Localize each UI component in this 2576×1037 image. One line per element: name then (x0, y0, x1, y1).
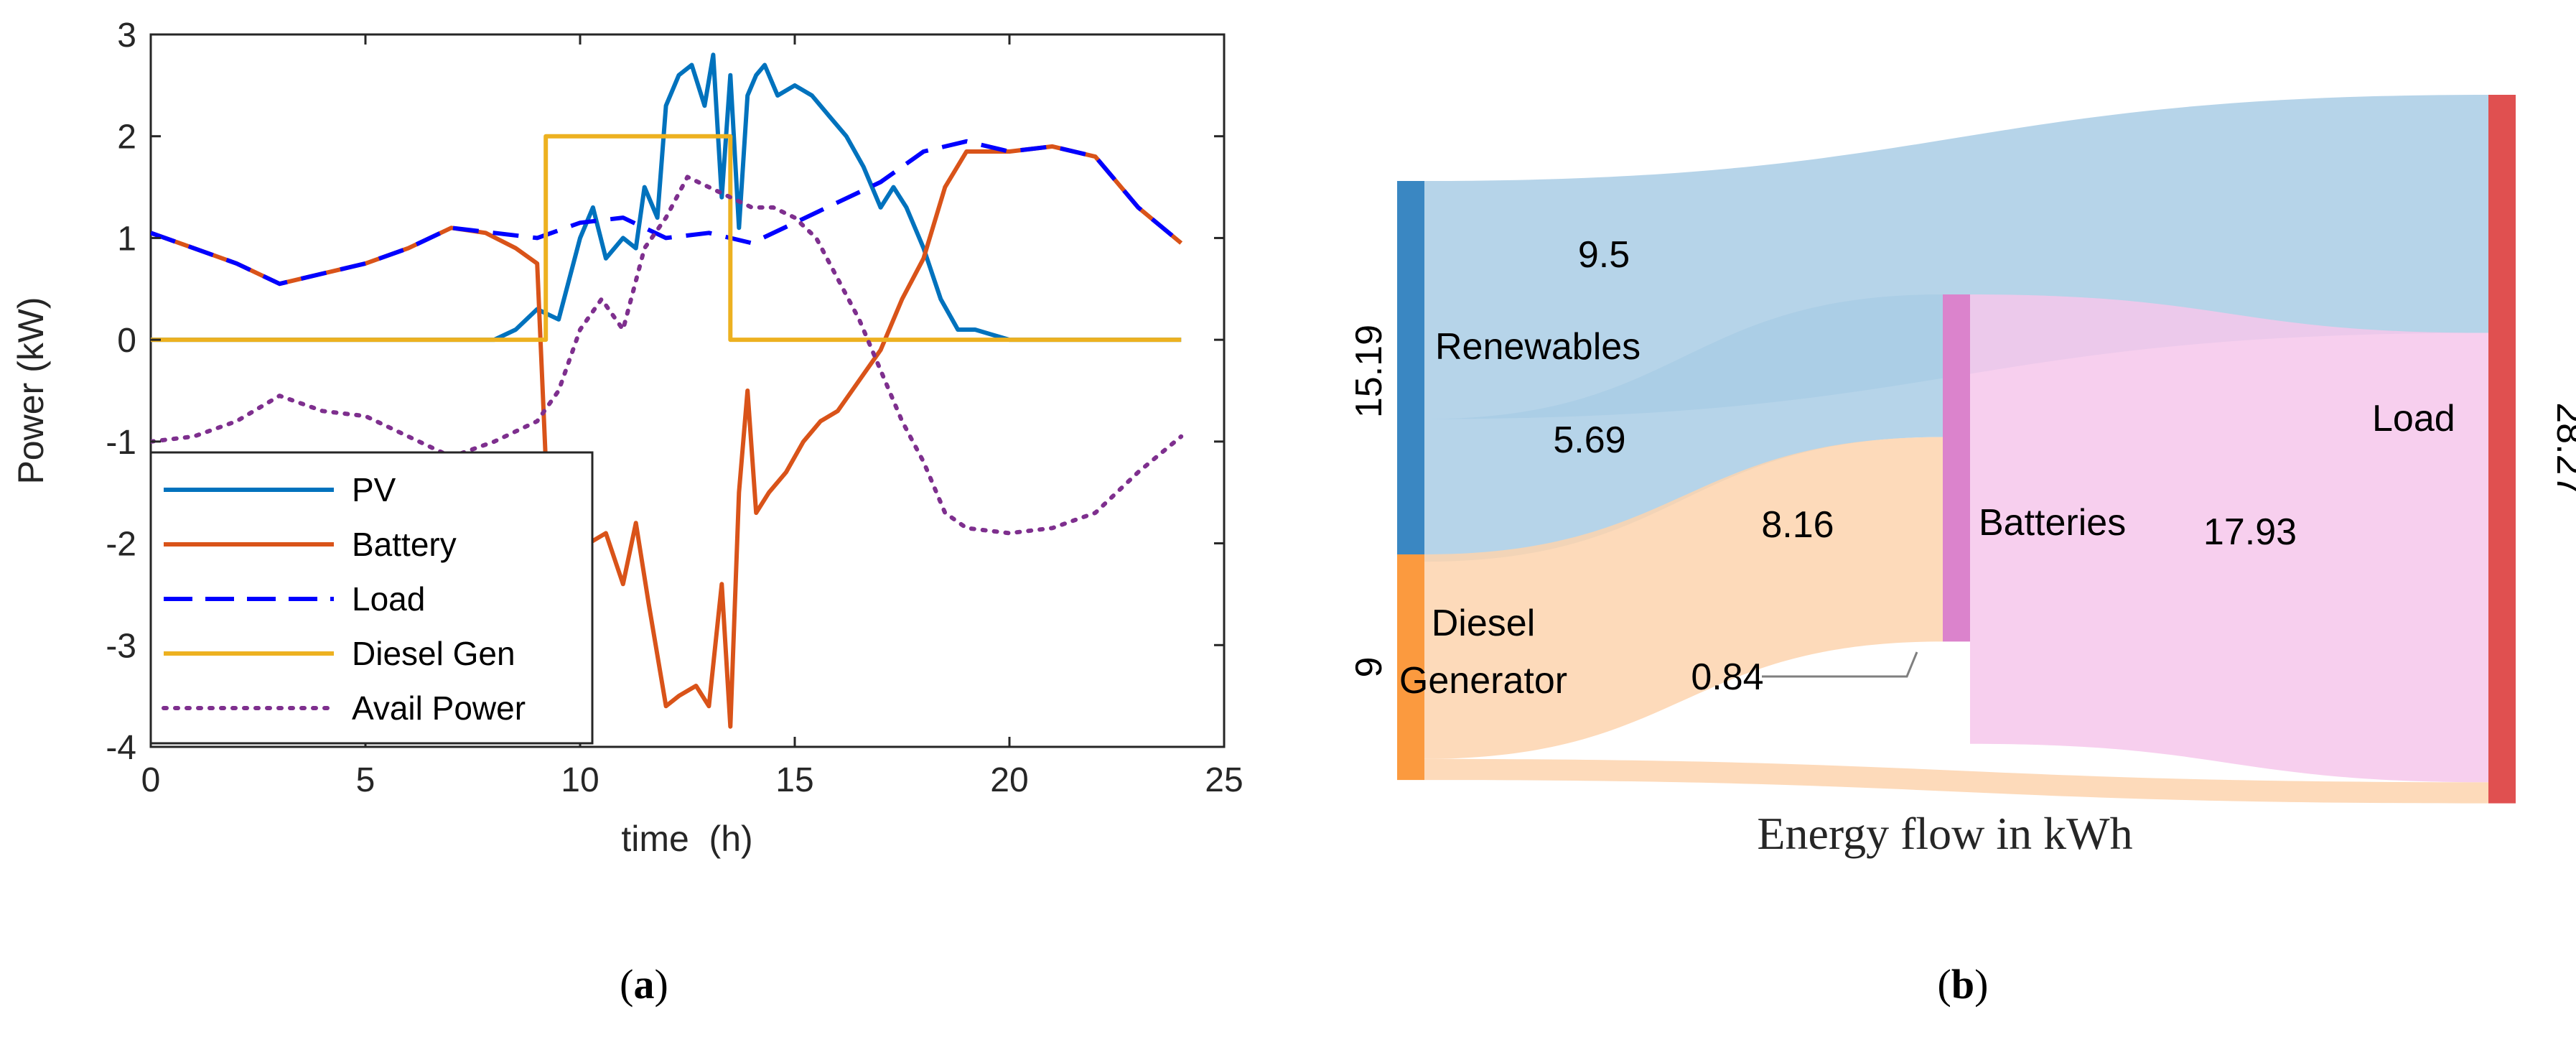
node-value-label: 9 (1348, 657, 1390, 678)
link-value-label: 0.84 (1691, 656, 1763, 698)
legend-entry: Diesel Gen (352, 635, 515, 672)
y-tick-label: -3 (106, 627, 136, 665)
sankey-node-load (2488, 95, 2516, 804)
node-label: Generator (1399, 660, 1567, 702)
sankey-labels: Renewables Diesel Generator Batteries Load 15… (1348, 234, 2576, 702)
node-value-label: 28.27 (2549, 402, 2576, 496)
sankey-diagram: Renewables Diesel Generator Batteries Load 15… (1348, 95, 2576, 1008)
legend-entry: Avail Power (352, 689, 526, 727)
sankey-links (1424, 95, 2488, 804)
node-label: Batteries (1979, 502, 2126, 544)
series-line (151, 139, 1183, 287)
x-axis-label: time (h) (621, 819, 752, 859)
legend-entry: Load (352, 580, 425, 618)
link-value-label: 17.93 (2203, 511, 2297, 553)
y-tick-label: -2 (106, 526, 136, 564)
y-axis-label: Power (kW) (11, 297, 51, 484)
sankey-node-batteries (1943, 294, 1970, 642)
y-tick-label: -4 (106, 729, 136, 767)
series-line (151, 52, 1182, 343)
y-tick-label: 2 (117, 118, 136, 157)
node-label: Renewables (1435, 326, 1641, 368)
node-value-label: 15.19 (1348, 325, 1390, 418)
y-tick-label: 1 (117, 220, 136, 258)
link-value-label: 9.5 (1578, 234, 1630, 276)
x-tick-label: 20 (990, 761, 1028, 799)
line-chart: 0 5 10 15 20 25 -4 -3 -2 -1 0 1 2 3 Power (kW) time (… (11, 17, 1243, 1008)
y-tick-label: 3 (117, 17, 136, 55)
sankey-link (1424, 294, 1943, 562)
x-tick-label: 15 (775, 761, 813, 799)
node-label: Load (2372, 398, 2455, 440)
link-value-label: 5.69 (1553, 419, 1625, 461)
x-tick-label: 10 (561, 761, 599, 799)
y-tick-label: -1 (106, 424, 136, 462)
node-label: Diesel (1432, 603, 1536, 644)
legend-entry: PV (352, 471, 396, 508)
sankey-node-diesel (1397, 554, 1424, 781)
panel-label-a: (a) (620, 961, 668, 1008)
sankey-link (1424, 437, 1943, 759)
leader-line (1762, 651, 1918, 678)
sankey-node-renewables (1397, 181, 1424, 562)
legend: PV Battery Load Diesel Gen Avail Power (149, 451, 594, 745)
x-tick-label: 5 (356, 761, 375, 799)
y-tick-label: 0 (117, 322, 136, 360)
sankey-nodes (1397, 95, 2516, 804)
sankey-link (1970, 294, 2488, 783)
series-line (151, 175, 1184, 536)
x-tick-label: 0 (141, 761, 161, 799)
link-value-label: 8.16 (1761, 504, 1834, 546)
legend-entry: Battery (352, 526, 457, 563)
sankey-link (1424, 758, 2488, 804)
x-axis-label: Energy flow in kWh (1757, 808, 2132, 859)
panel-label-b: (b) (1938, 961, 1989, 1008)
x-tick-label: 25 (1205, 761, 1243, 799)
series-line (151, 134, 1182, 343)
